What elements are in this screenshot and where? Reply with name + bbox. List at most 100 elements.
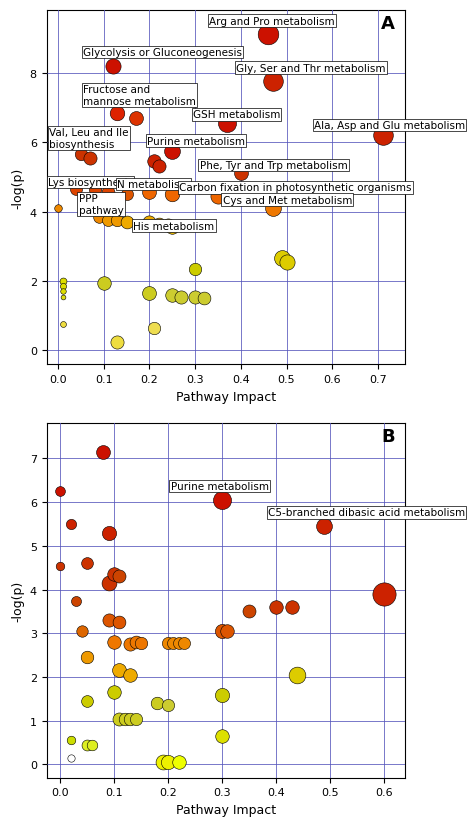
Point — [150, 322, 158, 335]
Text: Arg and Pro metabolism: Arg and Pro metabolism — [209, 17, 335, 26]
Point — [114, 214, 121, 227]
Point — [288, 600, 296, 614]
Point — [83, 557, 91, 571]
Text: Ala, Asp and Glu metabolism: Ala, Asp and Glu metabolism — [314, 121, 465, 131]
Text: His metabolism: His metabolism — [133, 222, 215, 232]
Point — [89, 739, 96, 752]
Point — [191, 263, 199, 276]
Point — [91, 183, 98, 196]
Point — [67, 734, 74, 747]
Point — [116, 712, 123, 725]
Text: Lys biosynthesis: Lys biosynthesis — [48, 178, 133, 188]
Text: N metabolism: N metabolism — [118, 179, 190, 189]
Point — [127, 712, 134, 725]
Point — [245, 605, 253, 619]
Point — [320, 520, 328, 533]
Point — [159, 756, 166, 769]
Point — [110, 636, 118, 649]
Text: PPP
pathway: PPP pathway — [79, 194, 123, 216]
Point — [237, 168, 245, 181]
Text: Carbon fixation in photosynthetic organisms: Carbon fixation in photosynthetic organi… — [179, 184, 411, 194]
Point — [146, 187, 153, 200]
Point — [218, 729, 226, 743]
Point — [164, 756, 172, 769]
Point — [73, 594, 80, 607]
Text: GSH metabolism: GSH metabolism — [193, 110, 280, 121]
Point — [109, 60, 117, 74]
Point — [67, 518, 74, 531]
Point — [116, 570, 123, 583]
Text: Purine metabolism: Purine metabolism — [147, 136, 245, 146]
Point — [114, 107, 121, 120]
Point — [154, 697, 161, 710]
Point — [104, 214, 112, 227]
Text: A: A — [381, 15, 394, 32]
Point — [95, 211, 103, 224]
Point — [164, 219, 172, 232]
Point — [269, 202, 277, 215]
Point — [132, 712, 139, 725]
X-axis label: Pathway Impact: Pathway Impact — [176, 390, 276, 403]
Point — [283, 256, 290, 269]
Point — [59, 280, 66, 294]
Point — [83, 651, 91, 664]
Text: Phe, Tyr and Trp metabolism: Phe, Tyr and Trp metabolism — [200, 160, 347, 170]
Point — [110, 686, 118, 699]
Point — [56, 559, 64, 572]
Point — [293, 668, 301, 681]
Point — [127, 668, 134, 681]
Text: Glycolysis or Gluconeogenesis: Glycolysis or Gluconeogenesis — [83, 48, 242, 58]
Text: C5-branched dibasic acid metabolism: C5-branched dibasic acid metabolism — [268, 508, 465, 518]
Text: Purine metabolism: Purine metabolism — [171, 481, 269, 491]
Point — [54, 202, 62, 215]
Point — [380, 588, 388, 601]
Point — [137, 637, 145, 650]
Point — [155, 160, 162, 174]
Point — [110, 568, 118, 581]
Point — [168, 189, 176, 202]
Point — [146, 287, 153, 300]
Point — [105, 576, 112, 590]
Point — [218, 624, 226, 638]
Point — [175, 637, 182, 650]
Y-axis label: -log(p): -log(p) — [11, 581, 24, 621]
Point — [123, 216, 130, 229]
Point — [64, 176, 71, 189]
Point — [150, 155, 158, 169]
Y-axis label: -log(p): -log(p) — [11, 167, 24, 208]
Text: B: B — [381, 428, 394, 446]
Point — [83, 739, 91, 752]
Point — [123, 189, 130, 202]
Point — [56, 485, 64, 498]
Point — [191, 290, 199, 304]
Point — [59, 318, 66, 332]
Point — [132, 112, 139, 125]
Point — [116, 616, 123, 629]
Point — [164, 699, 172, 712]
Point — [127, 638, 134, 651]
Point — [104, 187, 112, 200]
Point — [83, 695, 91, 708]
Point — [180, 637, 188, 650]
Point — [121, 712, 128, 725]
Point — [116, 664, 123, 677]
Point — [155, 218, 162, 231]
Point — [170, 637, 177, 650]
Point — [77, 148, 84, 161]
Point — [132, 636, 139, 649]
Point — [272, 600, 280, 614]
Point — [218, 688, 226, 701]
Point — [269, 75, 277, 88]
Text: Val, Leu and Ile
biosynthesis: Val, Leu and Ile biosynthesis — [49, 128, 128, 150]
Point — [223, 117, 231, 131]
Point — [168, 145, 176, 158]
Point — [146, 216, 153, 229]
Point — [218, 494, 226, 507]
Point — [105, 527, 112, 540]
X-axis label: Pathway Impact: Pathway Impact — [176, 803, 276, 816]
Point — [59, 275, 66, 289]
Point — [175, 756, 182, 769]
Point — [73, 183, 80, 196]
Point — [59, 285, 66, 299]
Point — [379, 129, 386, 142]
